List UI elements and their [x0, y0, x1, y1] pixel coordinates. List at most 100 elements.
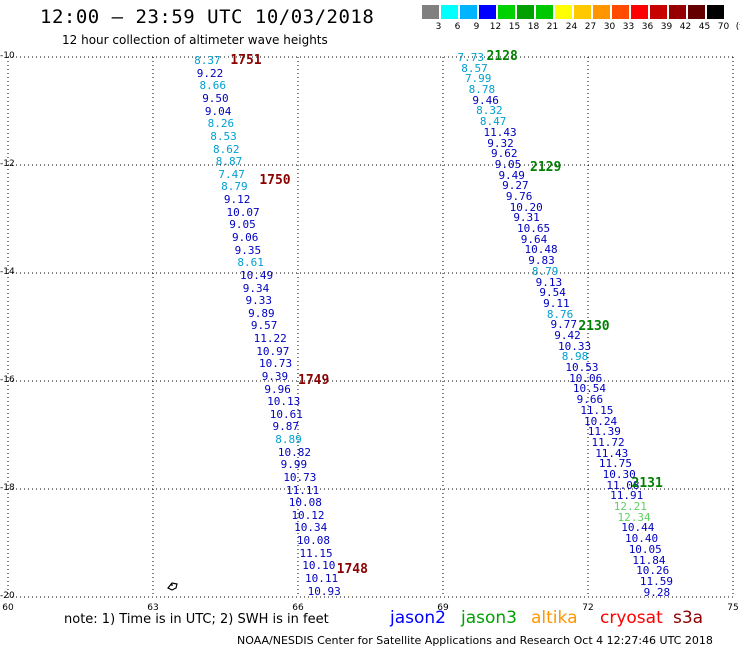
wave-height-value-right-track: 11.08 [606, 478, 640, 492]
wave-height-value-right-track: 12.34 [617, 510, 651, 524]
wave-height-value-left-track: 9.35 [234, 243, 262, 257]
color-scale-label: 39 [660, 22, 673, 32]
color-scale-swatch [574, 5, 591, 19]
lat-tick-label: -18 [0, 483, 15, 493]
wave-height-value-right-track: 9.11 [543, 296, 570, 310]
lon-tick-label: 72 [582, 603, 594, 613]
pass-number-label: 1748 [336, 562, 368, 577]
satellite-legend-s3a: s3a [673, 608, 704, 628]
wave-height-value-left-track: 10.93 [307, 584, 341, 598]
color-scale-swatch [612, 5, 629, 19]
color-scale-label: 6 [454, 22, 461, 32]
wave-height-value-right-track: 12.21 [613, 500, 647, 514]
wave-height-value-right-track: 10.06 [569, 371, 603, 385]
wave-height-value-right-track: 9.42 [554, 328, 581, 342]
color-scale-label: 70 [717, 22, 730, 32]
wave-height-value-right-track: 10.26 [636, 564, 670, 578]
wave-height-value-right-track: 10.20 [509, 200, 543, 214]
wave-height-value-left-track: 9.22 [196, 66, 224, 80]
wave-height-value-left-track: 9.04 [204, 104, 232, 118]
wave-height-value-left-track: 8.79 [221, 180, 248, 194]
wave-height-value-left-track: 9.57 [250, 319, 278, 333]
wave-height-value-left-track: 8.66 [199, 79, 226, 93]
color-scale-swatch [707, 5, 724, 19]
wave-height-value-left-track: 10.12 [291, 508, 325, 522]
wave-height-value-right-track: 9.05 [494, 157, 522, 171]
lat-tick-label: -20 [0, 591, 15, 601]
wave-height-value-left-track: 10.73 [258, 357, 293, 371]
wave-height-value-right-track: 8.79 [531, 264, 559, 278]
color-scale-label: 15 [508, 22, 521, 32]
wave-height-value-left-track: 10.49 [240, 268, 274, 282]
wave-height-value-right-track: 9.76 [505, 189, 533, 203]
wave-height-value-left-track: 10.61 [269, 407, 303, 421]
pass-number-label: 1751 [230, 53, 262, 69]
wave-height-value-right-track: 10.30 [602, 467, 636, 481]
lon-tick-label: 69 [437, 603, 449, 613]
wave-height-value-left-track: 10.11 [304, 571, 339, 585]
wave-height-value-left-track: 8.37 [194, 54, 221, 68]
wave-height-value-right-track: 9.54 [539, 286, 566, 300]
color-scale-swatch [479, 5, 496, 19]
wave-height-value-left-track: 10.13 [267, 395, 301, 409]
wave-height-value-right-track: 7.73 [457, 51, 485, 64]
footer-note: note: 1) Time is in UTC; 2) SWH is in fe… [64, 612, 329, 627]
color-scale-label: 21 [546, 22, 559, 32]
lat-tick-label: -14 [0, 267, 15, 277]
color-scale-swatch [517, 5, 534, 19]
page-title: 12:00 – 23:59 UTC 10/03/2018 [40, 6, 375, 28]
wave-height-value-left-track: 8.53 [210, 129, 237, 143]
wave-height-value-right-track: 8.76 [546, 307, 574, 321]
wave-height-value-right-track: 11.15 [580, 403, 614, 417]
wave-height-value-right-track: 8.32 [476, 104, 503, 118]
wave-height-value-right-track: 8.57 [461, 61, 488, 75]
wave-height-value-right-track: 11.43 [483, 125, 517, 139]
wave-height-value-left-track: 10.07 [226, 205, 260, 219]
footer-credit: NOAA/NESDIS Center for Satellite Applica… [237, 634, 713, 647]
color-scale-swatch [631, 5, 648, 19]
lat-tick-label: -10 [0, 51, 15, 61]
wave-height-value-right-track: 9.46 [472, 93, 499, 107]
color-scale-label: 24 [565, 22, 578, 32]
wave-height-value-right-track: 10.05 [628, 542, 662, 556]
color-scale-swatch [498, 5, 515, 19]
wave-height-value-left-track: 8.26 [207, 117, 235, 131]
wave-height-value-right-track: 9.49 [498, 168, 525, 182]
wave-height-value-right-track: 11.39 [587, 425, 621, 439]
lat-tick-label: -16 [0, 375, 15, 385]
wave-height-value-left-track: 10.08 [288, 496, 322, 510]
wave-height-value-left-track: 10.34 [294, 521, 328, 535]
color-scale-swatch [688, 5, 705, 19]
color-scale-label: 42 [679, 22, 692, 32]
wave-height-value-left-track: 10.73 [283, 470, 317, 484]
wave-height-value-right-track: 7.99 [464, 72, 492, 86]
color-scale-label: 33 [622, 22, 635, 32]
wave-height-value-left-track: 8.61 [237, 256, 264, 270]
wave-height-value-left-track: 9.87 [272, 420, 300, 434]
wave-height-value-left-track: 7.47 [218, 167, 245, 181]
wave-height-value-right-track: 9.27 [502, 179, 529, 193]
color-scale-swatch [422, 5, 439, 19]
wave-height-value-right-track: 9.31 [513, 211, 540, 225]
pass-number-label: 2131 [631, 475, 663, 491]
wave-height-value-left-track: 11.22 [253, 332, 287, 345]
wave-height-value-right-track: 10.44 [621, 521, 655, 535]
wave-height-value-right-track: 11.43 [595, 446, 629, 460]
page-subtitle: 12 hour collection of altimeter wave hei… [62, 33, 328, 47]
wave-height-value-right-track: 10.40 [624, 532, 659, 546]
lon-tick-label: 66 [292, 603, 304, 613]
wave-height-value-right-track: 8.78 [468, 83, 496, 97]
wave-height-value-left-track: 9.12 [223, 193, 251, 207]
wave-height-value-right-track: 9.28 [643, 585, 671, 599]
wave-height-value-right-track: 8.98 [561, 350, 589, 364]
lon-tick-label: 60 [2, 603, 14, 613]
wave-height-value-right-track: 11.59 [639, 574, 673, 588]
pass-number-label: 2128 [486, 49, 518, 64]
color-scale-label: (ft) [735, 22, 740, 32]
wave-height-value-right-track: 9.83 [528, 254, 555, 268]
lat-tick-label: -12 [0, 159, 15, 169]
wave-height-value-left-track: 9.06 [231, 231, 259, 244]
wave-height-value-right-track: 9.64 [520, 232, 548, 246]
pass-number-label: 2129 [530, 159, 562, 175]
